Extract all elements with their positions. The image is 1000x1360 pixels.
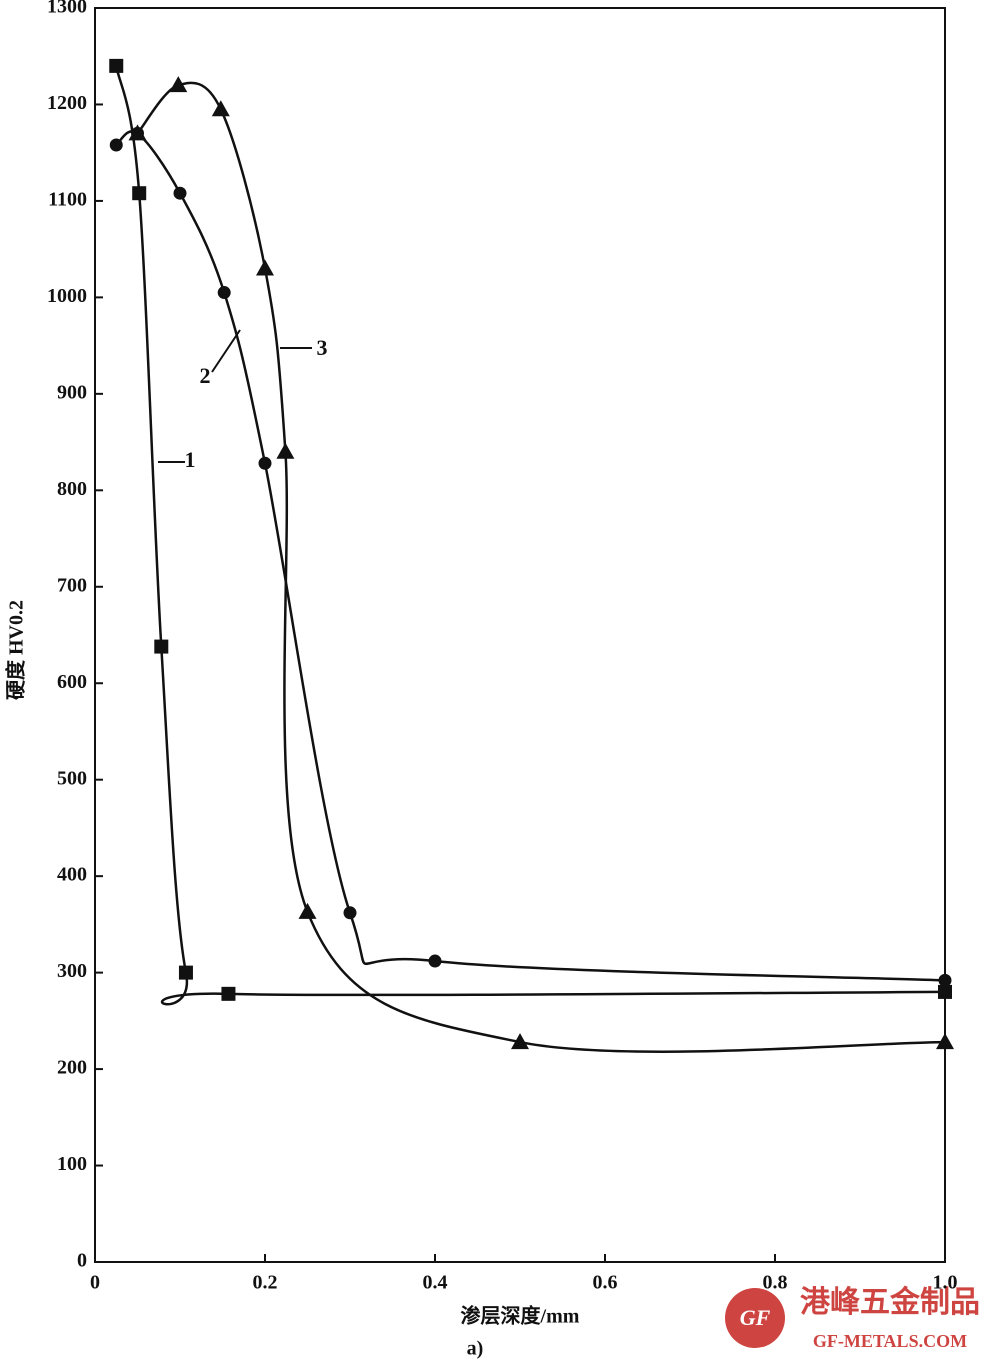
point [343,906,357,920]
point [169,76,188,93]
point [428,954,442,968]
y-axis-label: 硬度 HV0.2 [4,600,28,700]
point [938,984,952,999]
watermark-site: GF-METALS.COM [813,1331,967,1351]
point [258,456,272,470]
x-tick-label: 0.4 [423,1272,448,1294]
watermark: GF 港峰五金制品 GF-METALS.COM [725,1285,980,1351]
point [173,186,187,200]
point [936,1033,954,1050]
caption: a) [467,1338,484,1360]
y-tick-label: 700 [57,574,87,596]
plot-frame [94,7,946,1263]
x-tick-label: 0.2 [253,1272,278,1294]
watermark-brand: 港峰五金制品 [800,1285,980,1319]
x-tick-label: 0.6 [593,1272,618,1294]
y-tick-label: 1100 [48,189,87,211]
point [211,100,230,117]
y-tick-label: 900 [57,381,87,403]
y-tick-label: 1200 [47,92,87,114]
y-tick-label: 200 [57,1057,87,1079]
x-tick-label: 0.8 [763,1272,788,1294]
series-line [136,81,946,1053]
watermark-logo: GF [740,1305,771,1330]
series-line [115,65,946,1006]
y-tick-label: 0 [77,1250,87,1272]
y-tick-label: 1300 [47,0,87,18]
y-tick-label: 600 [57,671,87,693]
y-tick-label: 300 [57,960,87,982]
point [109,58,124,73]
series-label: 3 [317,335,328,360]
series-label: 1 [185,447,196,472]
point [938,973,952,987]
y-tick-label: 1000 [47,285,87,307]
series-line [115,130,946,982]
point [109,138,123,152]
point [154,639,169,654]
label-leader [211,329,241,373]
point [128,124,147,141]
x-axis-label: 渗层深度/mm [461,1304,580,1328]
point [256,259,274,276]
point [217,286,231,300]
point [276,442,295,459]
watermark-logo-circle [725,1288,785,1348]
y-tick-label: 100 [57,1153,87,1175]
series-label: 2 [200,363,211,388]
point [178,965,193,980]
point [221,986,236,1001]
point [298,902,317,919]
y-tick-label: 800 [57,478,87,500]
y-tick-label: 500 [57,767,87,789]
point [132,186,147,201]
x-tick-label: 1.0 [933,1272,958,1294]
y-tick-label: 400 [57,864,87,886]
x-tick-label: 0 [90,1272,100,1294]
point [511,1033,529,1050]
